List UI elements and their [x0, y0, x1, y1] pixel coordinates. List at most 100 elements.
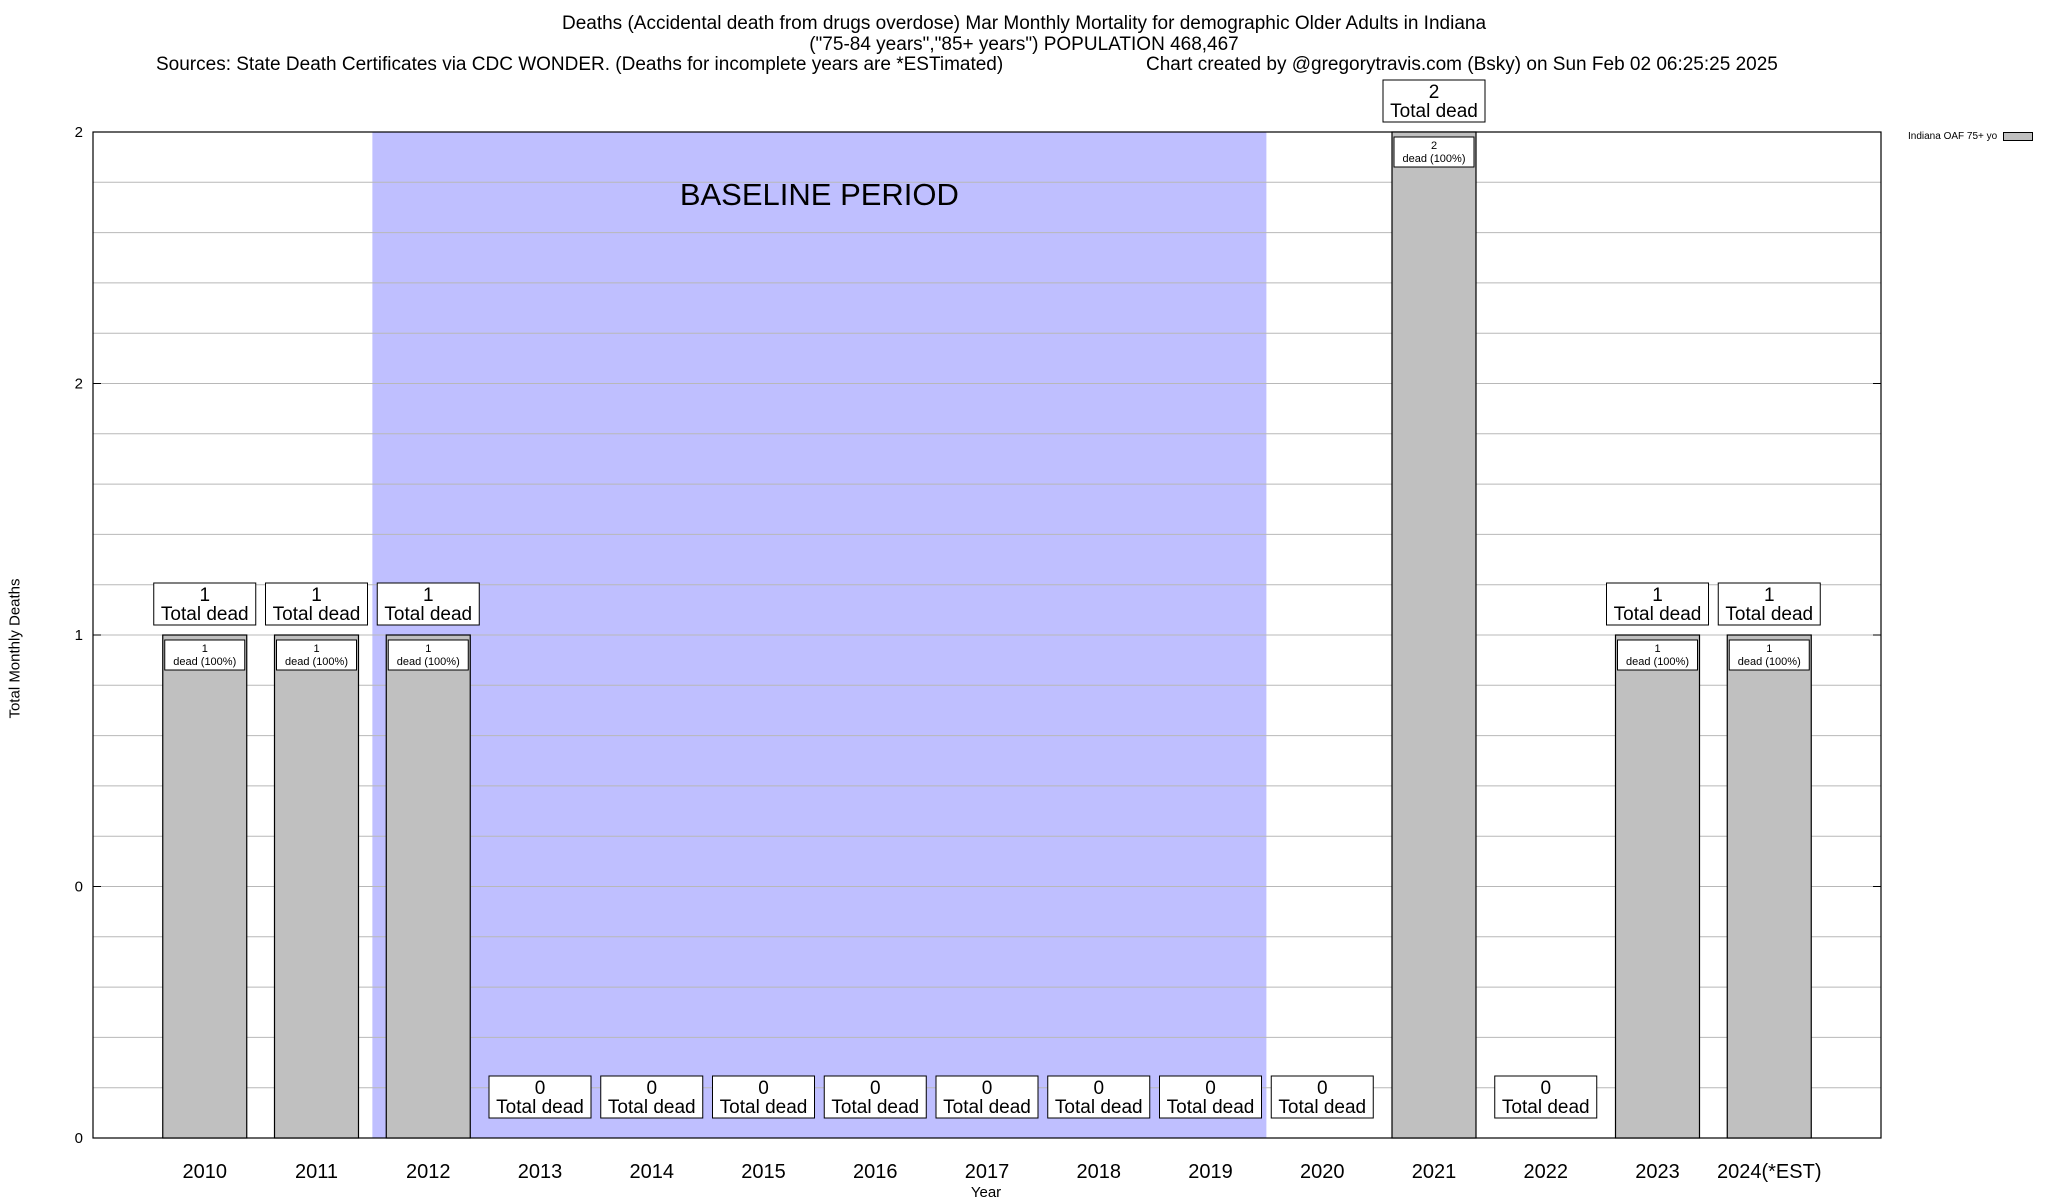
bar-inner-label-text: dead (100%): [1403, 153, 1466, 165]
x-tick-label: 2015: [741, 1161, 786, 1183]
x-tick-label: 2012: [406, 1161, 451, 1183]
bar-inner-label-text: dead (100%): [173, 656, 236, 668]
bar-total-label-text: Total dead: [943, 1097, 1031, 1118]
bar-total-label-text: Total dead: [608, 1097, 696, 1118]
bar-total-label-box: [488, 1075, 592, 1119]
bar-inner-label-count: 1: [202, 643, 208, 655]
bar-total-label-box: [153, 582, 257, 626]
x-tick-label: 2010: [183, 1161, 228, 1183]
bar-total-label-count: 0: [646, 1078, 657, 1099]
bar-total-label-count: 1: [199, 585, 210, 606]
bar-total-label-box: [1494, 1075, 1598, 1119]
bar-total-label-text: Total dead: [831, 1097, 919, 1118]
chart-subtitle: ("75-84 years","85+ years") POPULATION 4…: [809, 34, 1239, 55]
bar-total-label-text: Total dead: [273, 604, 361, 625]
bar: [1391, 131, 1477, 1139]
bar-total-label-text: Total dead: [720, 1097, 808, 1118]
x-tick-label: 2024(*EST): [1717, 1161, 1822, 1183]
bar-inner-label-box: [276, 639, 357, 671]
bar-inner-label-count: 1: [313, 643, 319, 655]
bar-total-label-text: Total dead: [496, 1097, 584, 1118]
bar-total-label-count: 1: [423, 585, 434, 606]
x-tick-label: 2016: [853, 1161, 898, 1183]
chart-title: Deaths (Accidental death from drugs over…: [561, 13, 1487, 34]
bar-inner-label-count: 2: [1431, 140, 1437, 152]
x-tick-label: 2013: [518, 1161, 563, 1183]
bar-total-label-box: [1382, 79, 1486, 123]
bar-total-label-count: 0: [982, 1078, 993, 1099]
legend: Indiana OAF 75+ yo: [1908, 131, 2034, 142]
bar-total-label-text: Total dead: [1725, 604, 1813, 625]
bar-inner-label-text: dead (100%): [285, 656, 348, 668]
bar-total-label-box: [712, 1075, 815, 1119]
bar-inner-label-count: 1: [425, 643, 431, 655]
y-axis-label: Total Monthly Deaths: [6, 578, 24, 719]
bar-total-label-box: [265, 582, 368, 626]
x-tick-label: 2021: [1412, 1161, 1457, 1183]
legend-label: Indiana OAF 75+ yo: [1908, 131, 1998, 142]
bar-total-label-box: [1159, 1075, 1262, 1119]
x-axis-label: Year: [970, 1184, 1002, 1201]
x-tick-label: 2011: [295, 1161, 338, 1183]
bar: [162, 634, 248, 1139]
bar-total-label-text: Total dead: [1390, 101, 1478, 122]
bar-total-label-text: Total dead: [1502, 1097, 1590, 1118]
bar-total-label-box: [1606, 582, 1709, 626]
y-tick-label: 1: [75, 627, 83, 644]
bar-total-label-box: [600, 1075, 704, 1119]
bar-total-label-count: 1: [1764, 585, 1775, 606]
bar-total-label-count: 0: [870, 1078, 881, 1099]
bar-total-label-box: [376, 582, 480, 626]
bar: [273, 634, 360, 1139]
bar-total-label-count: 2: [1429, 82, 1440, 103]
bar-total-label-count: 0: [1540, 1078, 1551, 1099]
y-tick-label: 2: [75, 376, 83, 393]
bar-total-label-box: [935, 1075, 1039, 1119]
x-tick-label: 2022: [1524, 1161, 1569, 1183]
bar-total-label-text: Total dead: [384, 604, 472, 625]
y-tick-label: 0: [75, 1130, 83, 1147]
bar-inner-label-count: 1: [1766, 643, 1772, 655]
bar-total-label-count: 0: [1093, 1078, 1104, 1099]
bar-inner-label-box: [387, 639, 469, 671]
x-tick-label: 2014: [630, 1161, 675, 1183]
x-tick-label: 2023: [1635, 1161, 1680, 1183]
bar-inner-label-text: dead (100%): [397, 656, 460, 668]
x-tick-label: 2019: [1188, 1161, 1233, 1183]
bar-total-label-text: Total dead: [1055, 1097, 1143, 1118]
legend-swatch: [2003, 132, 2034, 141]
bar-total-label-box: [1047, 1075, 1151, 1119]
bar-inner-label-count: 1: [1654, 643, 1660, 655]
bar: [1726, 634, 1812, 1139]
bar-total-label-text: Total dead: [1167, 1097, 1255, 1118]
bar-total-label-count: 1: [1652, 585, 1663, 606]
bar-total-label-count: 0: [758, 1078, 769, 1099]
bar: [1614, 634, 1701, 1139]
bar-total-label-count: 0: [535, 1078, 546, 1099]
bar-total-label-box: [1270, 1075, 1374, 1119]
x-tick-label: 2017: [965, 1161, 1010, 1183]
bar-total-label-count: 0: [1317, 1078, 1328, 1099]
baseline-period-label: BASELINE PERIOD: [680, 177, 959, 212]
bar-inner-label-text: dead (100%): [1738, 656, 1801, 668]
bar-total-label-count: 0: [1205, 1078, 1216, 1099]
bar-inner-label-box: [1728, 639, 1810, 671]
y-tick-label: 2: [75, 124, 83, 141]
y-tick-label: 0: [75, 879, 83, 896]
bar-total-label-text: Total dead: [161, 604, 249, 625]
bar-inner-label-box: [164, 639, 246, 671]
bar-total-label-text: Total dead: [1614, 604, 1702, 625]
x-tick-label: 2020: [1300, 1161, 1345, 1183]
bar-inner-label-text: dead (100%): [1626, 656, 1689, 668]
bar: [385, 634, 471, 1139]
bar-total-label-text: Total dead: [1278, 1097, 1366, 1118]
sources-note: Sources: State Death Certificates via CD…: [156, 54, 1004, 75]
x-tick-label: 2018: [1077, 1161, 1122, 1183]
bar-total-label-box: [823, 1075, 927, 1119]
bar-inner-label-box: [1393, 136, 1475, 168]
bar-inner-label-box: [1617, 639, 1698, 671]
bar-total-label-box: [1717, 582, 1821, 626]
chart-credit: Chart created by @gregorytravis.com (Bsk…: [1146, 54, 1778, 75]
bar-total-label-count: 1: [311, 585, 322, 606]
